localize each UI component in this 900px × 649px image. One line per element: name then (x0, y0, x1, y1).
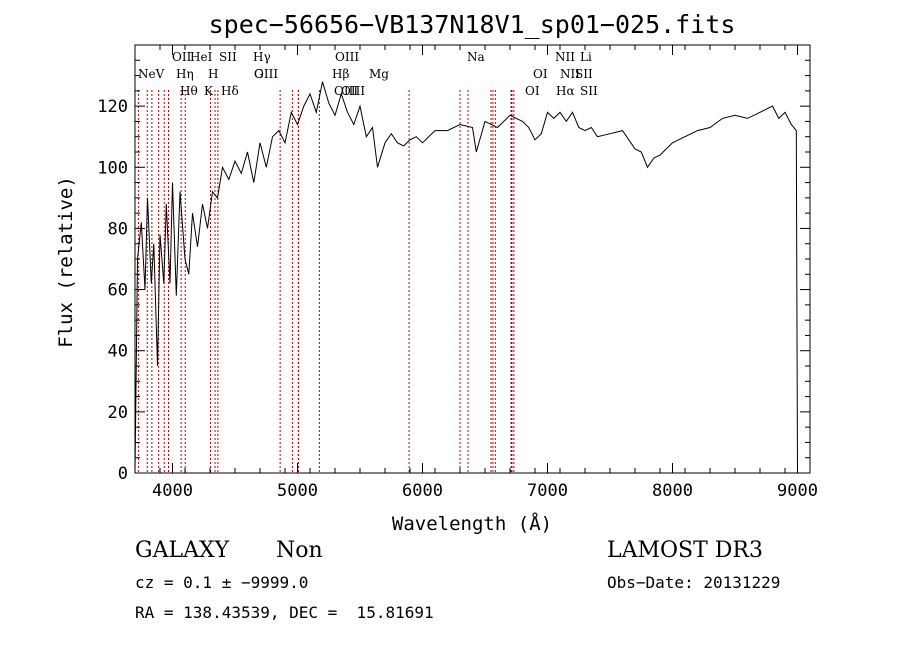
object-class: GALAXY (135, 538, 230, 563)
spectral-line-label: Hβ (332, 67, 349, 81)
spectral-line-label: SII (575, 67, 593, 81)
redshift-readout: cz = 0.1 ± −9999.0 (135, 573, 309, 592)
spectral-line-label: OIII (341, 84, 365, 98)
x-tick-label: 4000 (152, 481, 193, 501)
x-tick-label: 5000 (277, 481, 318, 501)
y-tick-label: 120 (97, 97, 128, 117)
y-tick-label: 40 (108, 342, 128, 362)
plot-area: 4000 5000 6000 7000 8000 9000 0 20 40 60 80 100 120 N… (97, 44, 818, 501)
y-tick-label: 0 (118, 464, 128, 484)
spectral-line-label: K (204, 84, 214, 98)
object-subclass: Non (276, 538, 323, 563)
plot-frame (134, 44, 811, 474)
spectral-line-label: NeV (138, 67, 165, 81)
y-tick-label: 100 (97, 158, 128, 178)
survey-name: LAMOST DR3 (607, 538, 763, 563)
spectral-line-label: OII (172, 50, 192, 64)
spectral-line-label: OIII (254, 67, 278, 81)
spectral-line-label: OI (533, 67, 548, 81)
x-tick-label: 7000 (527, 481, 568, 501)
obs-date: Obs−Date: 20131229 (607, 573, 781, 592)
y-axis-label: Flux (relative) (55, 176, 77, 348)
y-tick-label: 80 (108, 219, 128, 239)
spectral-line-label: SII (580, 84, 598, 98)
spectral-line-label: NII (555, 50, 575, 64)
coordinates-readout: RA = 138.43539, DEC = 15.81691 (135, 603, 434, 622)
spectrum-series-flux (134, 81, 798, 474)
spectral-line-label: Mg (369, 67, 389, 81)
y-tick-label: 20 (108, 403, 128, 423)
spectral-line-label: NII (560, 67, 580, 81)
spectral-line-label: OIII (334, 84, 358, 98)
spectral-line-label: Hα (556, 84, 575, 98)
spectral-line-label: SII (219, 50, 237, 64)
spectral-line-label: G (254, 67, 264, 81)
spectral-line-label: Na (467, 50, 485, 64)
spectral-line-label: Li (580, 50, 592, 64)
spectral-line-label: H (208, 67, 218, 81)
spectral-line-label: Hθ (180, 84, 198, 98)
x-tick-label: 8000 (652, 481, 693, 501)
x-tick-label: 6000 (402, 481, 443, 501)
spectral-line-label: HeI (190, 50, 213, 64)
spectral-line-label: Hγ (253, 50, 271, 64)
y-tick-label: 60 (108, 281, 128, 301)
x-tick-label: 9000 (777, 481, 818, 501)
spectral-line-label: OIII (335, 50, 359, 64)
spectral-line-label: OI (525, 84, 540, 98)
chart-title: spec−56656−VB137N18V1_sp01−025.fits (209, 10, 736, 39)
spectral-line-label: Hδ (221, 84, 239, 98)
x-axis-label: Wavelength (Å) (392, 512, 552, 535)
spectral-line-label: Hη (176, 67, 194, 81)
